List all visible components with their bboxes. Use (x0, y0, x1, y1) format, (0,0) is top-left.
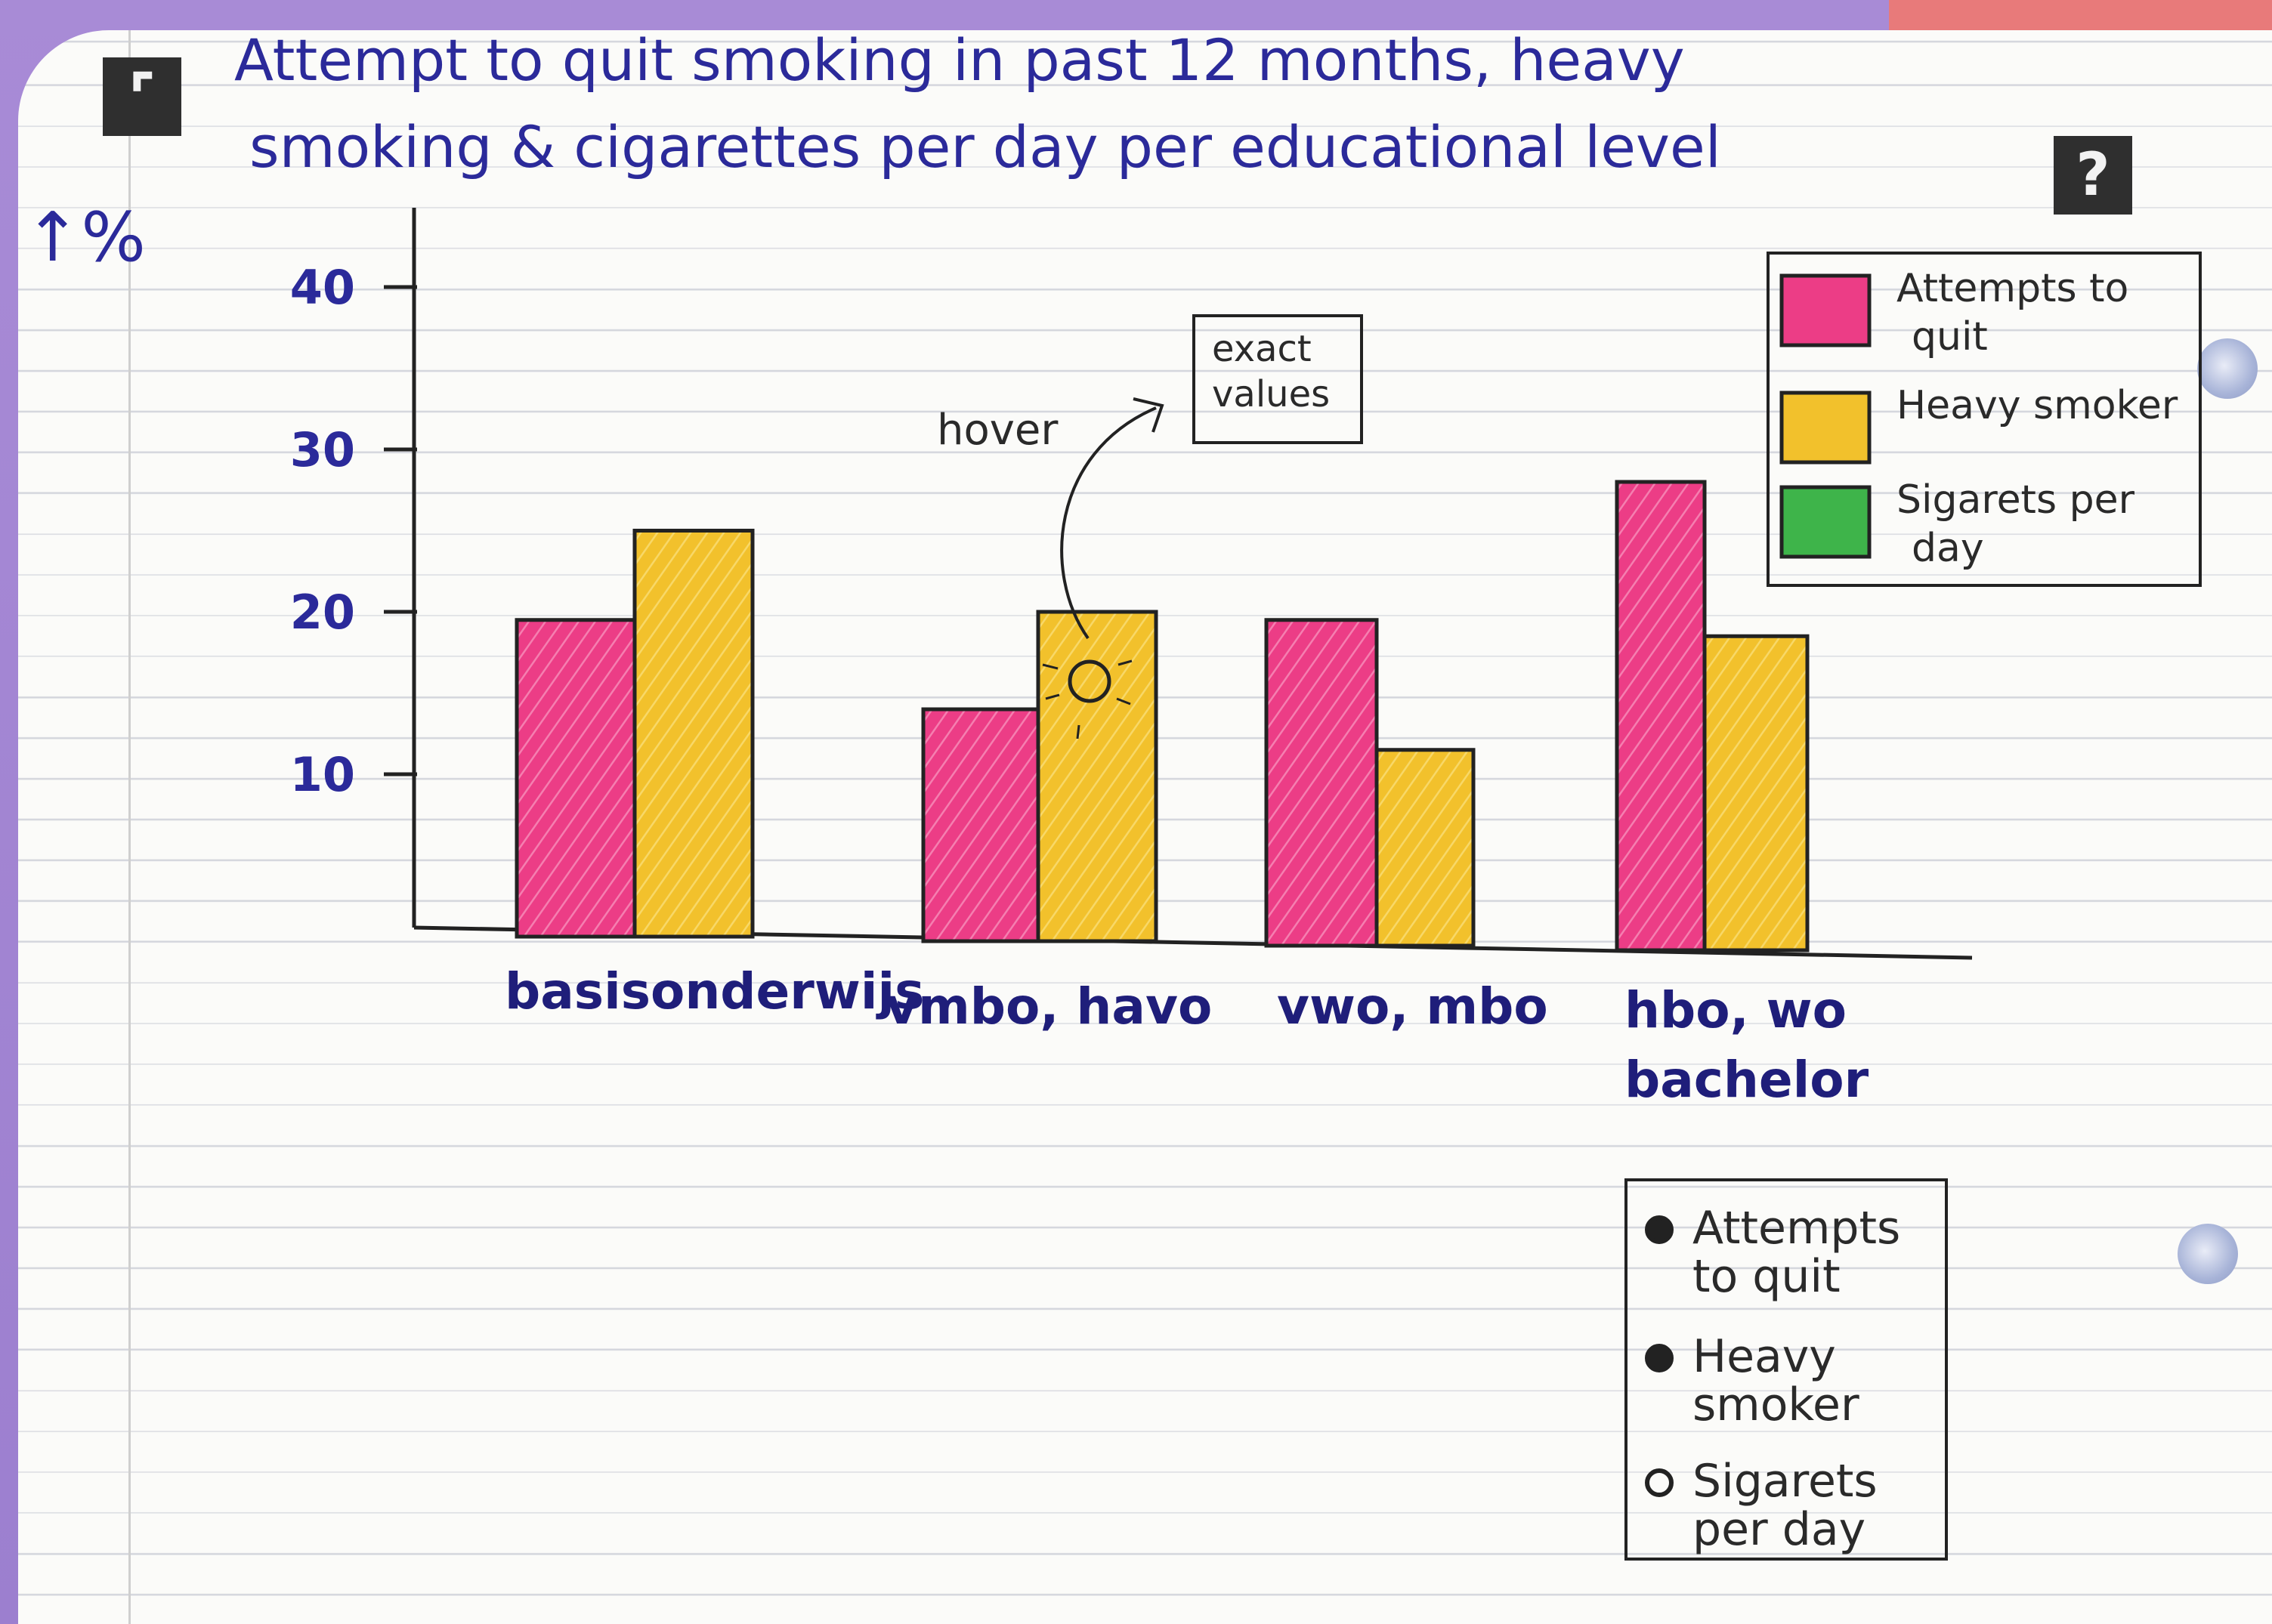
help-icon[interactable]: ? (2054, 136, 2132, 215)
legend-option-label: Attempts (1692, 1202, 1900, 1255)
cursor-icon (1068, 659, 1111, 703)
legend-option-label: to quit (1692, 1250, 1841, 1303)
x-tick-label: hbo, wo (1624, 981, 1847, 1039)
cursor-ray (1045, 693, 1060, 700)
legend-radio-icon[interactable] (1645, 1468, 1674, 1497)
bar-heavy-smoker[interactable] (1702, 634, 1810, 952)
x-tick-label: vmbo, havo (886, 977, 1212, 1036)
binder-hole-icon (2197, 338, 2258, 399)
bar-attempts-to-quit[interactable] (515, 618, 637, 939)
legend-swatch (1779, 391, 1872, 465)
exact-values-box (1192, 314, 1363, 444)
legend-radio-icon[interactable] (1645, 1344, 1674, 1372)
legend-option-label: Sigarets (1692, 1455, 1878, 1508)
legend-label: Heavy smoker (1896, 383, 2178, 428)
bar-heavy-smoker[interactable] (1036, 610, 1158, 943)
legend-option-label: Heavy (1692, 1330, 1836, 1383)
bar-attempts-to-quit[interactable] (1615, 480, 1707, 952)
bar-attempts-to-quit[interactable] (921, 707, 1040, 943)
legend-swatch (1779, 485, 1872, 559)
y-tick-label: 20 (290, 585, 355, 640)
hover-arrowhead (1133, 397, 1164, 433)
legend-top-frame (1767, 252, 2202, 587)
y-tick-label: 40 (290, 260, 355, 315)
legend-label: day (1912, 526, 1984, 571)
legend-label: quit (1912, 314, 1988, 360)
y-tick-label: 10 (290, 747, 355, 802)
hover-label: hover (937, 406, 1059, 455)
paper-margin-line (128, 30, 131, 1624)
bar-heavy-smoker[interactable] (1374, 748, 1476, 948)
exact-values-line-2: values (1212, 373, 1330, 415)
x-tick-label: vwo, mbo (1277, 977, 1548, 1036)
exact-values-line-1: exact (1212, 328, 1312, 370)
legend-option-label: smoker (1692, 1379, 1859, 1431)
cursor-ray (1042, 663, 1059, 670)
cursor-ray (1117, 659, 1133, 666)
chart-title-line-1: Attempt to quit smoking in past 12 month… (234, 26, 1685, 94)
hover-annotation: hover exact values (937, 314, 1363, 739)
legend-bottom-frame (1624, 1178, 1948, 1561)
chart-title-line-2: smoking & cigarettes per day per educati… (249, 113, 1721, 181)
bar-heavy-smoker[interactable] (632, 529, 755, 939)
cursor-ray (1076, 724, 1080, 739)
legend-swatch (1779, 273, 1872, 347)
x-tick-label: bachelor (1624, 1051, 1869, 1109)
legend-label: Sigarets per (1896, 477, 2135, 523)
bar-attempts-to-quit[interactable] (1264, 618, 1379, 948)
cursor-ray (1116, 697, 1131, 705)
hover-arrow (1060, 406, 1157, 640)
legend-radio-icon[interactable] (1645, 1215, 1674, 1244)
x-tick-label: basisonderwijs (505, 962, 924, 1020)
binder-hole-icon (2178, 1224, 2238, 1284)
legend-label: Attempts to (1896, 266, 2128, 311)
y-axis-label: ↑% (24, 198, 146, 277)
legend-option-label: per day (1692, 1503, 1866, 1556)
lined-paper (18, 30, 2272, 1624)
y-tick-label: 30 (290, 422, 355, 477)
fullscreen-icon[interactable]: ⌜ (103, 57, 181, 136)
